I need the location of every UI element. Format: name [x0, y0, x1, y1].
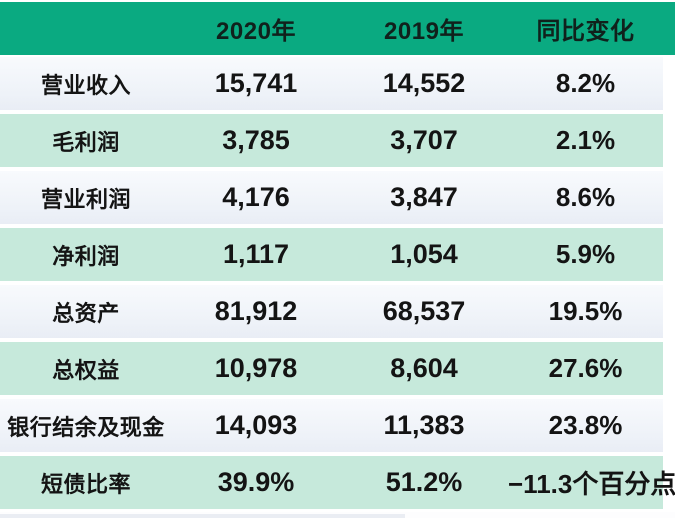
- row-2019-value-cell: 8,604: [390, 353, 458, 383]
- row-change-value-cell: 5.9%: [555, 239, 616, 269]
- table-body: 营业收入 15,741 14,552 8.2% 毛利润 3,785 3,707 …: [0, 57, 675, 513]
- row-change-value-cell: 8.2%: [555, 68, 616, 98]
- row-2020-value-cell: 39.9%: [217, 467, 295, 497]
- row-2019-value-cell: 11,383: [383, 410, 465, 440]
- row-change-value-cell: 27.6%: [548, 353, 623, 383]
- table-row: 总权益 10,978 8,604 27.6%: [0, 342, 663, 395]
- row-2019-value-cell: 68,537: [382, 296, 466, 326]
- row-change-value-cell: 23.8%: [548, 410, 623, 440]
- row-label-cell: 总资产: [52, 300, 120, 326]
- table-row: 总资产 81,912 68,537 19.5%: [0, 285, 663, 338]
- row-change-value-cell: 2.1%: [555, 125, 616, 155]
- table-row: 净利润 1,117 1,054 5.9%: [0, 228, 663, 281]
- row-2020-value-cell: 10,978: [214, 353, 298, 383]
- row-2019-value-cell: 3,707: [390, 125, 458, 155]
- row-change-value-cell: 19.5%: [548, 296, 623, 326]
- table-row: 营业收入 15,741 14,552 8.2%: [0, 57, 663, 110]
- row-2019-value-cell: 14,552: [382, 68, 466, 98]
- row-label-cell: 营业利润: [40, 186, 131, 212]
- row-2020-value-cell: 15,741: [214, 68, 298, 98]
- header-cell-yoy-change: 同比变化: [536, 18, 635, 45]
- table-row: 短债比率 39.9% 51.2% −11.3个百分点: [0, 456, 675, 509]
- row-2020-value-cell: 81,912: [214, 296, 298, 326]
- row-label-cell: 短债比率: [40, 471, 131, 497]
- row-2019-value-cell: 1,054: [390, 239, 458, 269]
- table-row: 营业利润 4,176 3,847 8.6%: [0, 171, 663, 224]
- row-label-cell: 毛利润: [52, 129, 120, 155]
- row-label-cell: 净利润: [52, 243, 120, 269]
- row-2019-value-cell: 3,847: [390, 182, 458, 212]
- table-row: 毛利润 3,785 3,707 2.1%: [0, 114, 663, 167]
- table-header-row: 2020年 2019年 同比变化: [0, 2, 675, 55]
- row-2020-value-cell: 4,176: [222, 182, 290, 212]
- row-2020-value-cell: 3,785: [222, 125, 290, 155]
- table-row: 银行结余及现金 14,093 11,383 23.8%: [0, 399, 663, 452]
- row-label-cell: 总权益: [52, 357, 120, 383]
- row-2019-value-cell: 51.2%: [385, 467, 463, 497]
- table-header-grid: 2020年 2019年 同比变化: [0, 2, 663, 55]
- row-change-value-cell: 8.6%: [555, 182, 616, 212]
- row-2020-value-cell: 1,117: [222, 239, 290, 269]
- header-cell-2020: 2020年: [216, 18, 296, 45]
- bottom-edge-shade: [0, 514, 405, 518]
- row-change-value-cell: −11.3个百分点: [508, 469, 675, 499]
- row-2020-value-cell: 14,093: [214, 410, 298, 440]
- bottom-edge-strip: [0, 512, 675, 518]
- header-cell-2019: 2019年: [384, 18, 464, 45]
- row-label-cell: 营业收入: [40, 72, 131, 98]
- row-label-cell: 银行结余及现金: [7, 414, 165, 440]
